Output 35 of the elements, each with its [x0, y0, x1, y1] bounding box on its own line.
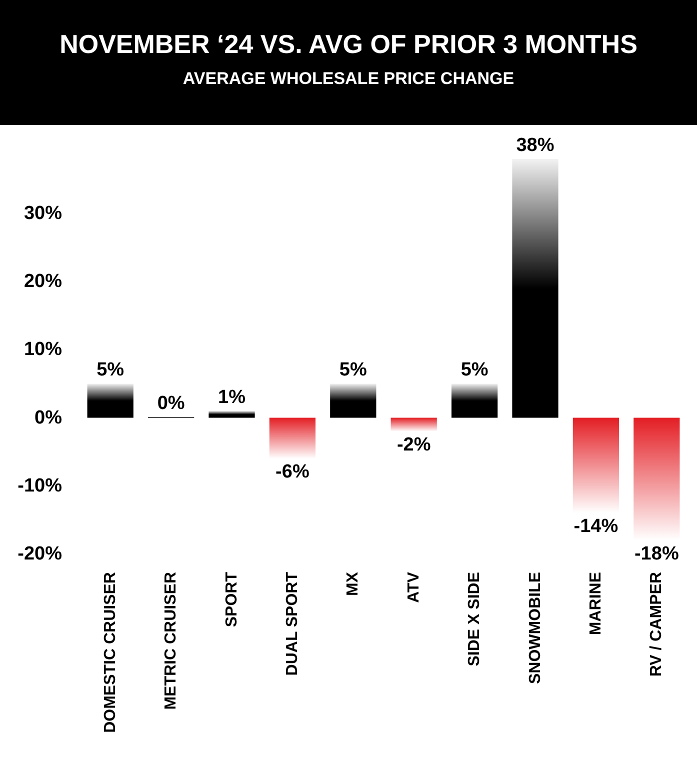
y-tick-label: 20%: [24, 271, 62, 292]
y-tick-label: -20%: [18, 544, 62, 564]
data-label: 5%: [460, 360, 488, 381]
y-tick-label: 0%: [34, 407, 62, 428]
bar: [87, 384, 134, 418]
x-tick-label: METRIC CRUISER: [162, 572, 180, 710]
data-label: 38%: [516, 135, 554, 156]
data-label: 5%: [339, 360, 367, 381]
x-tick-label: DOMESTIC CRUISER: [102, 572, 119, 733]
x-tick-label: SNOWMOBILE: [526, 572, 544, 684]
data-label: 1%: [218, 386, 246, 408]
x-tick-label: SIDE X SIDE: [466, 572, 484, 666]
data-label: -18%: [634, 543, 679, 564]
x-tick-label: MARINE: [587, 572, 604, 636]
chart-title: NOVEMBER ‘24 VS. AVG OF PRIOR 3 MONTHS: [58, 28, 638, 60]
data-label: -6%: [276, 462, 310, 483]
data-label: 0%: [157, 392, 185, 414]
bar: [451, 384, 498, 418]
data-label: -14%: [574, 516, 618, 538]
x-tick-label: DUAL SPORT: [284, 572, 301, 676]
x-tick-label: MX: [344, 572, 362, 596]
y-tick-label: 30%: [24, 202, 62, 224]
y-tick-label: -10%: [18, 475, 62, 496]
bar: [512, 159, 558, 418]
bar: [390, 418, 437, 432]
bar: [269, 418, 316, 459]
data-label: -2%: [396, 434, 431, 456]
bar: [330, 384, 376, 418]
y-tick-label: 10%: [24, 339, 62, 360]
x-tick-label: RV / CAMPER: [648, 572, 666, 677]
x-tick-label: ATV: [405, 572, 422, 603]
chart-subtitle: AVERAGE WHOLESALE PRICE CHANGE: [182, 68, 516, 90]
bar: [208, 410, 255, 418]
data-label: 5%: [96, 360, 124, 381]
x-tick-label: SPORT: [223, 572, 240, 628]
